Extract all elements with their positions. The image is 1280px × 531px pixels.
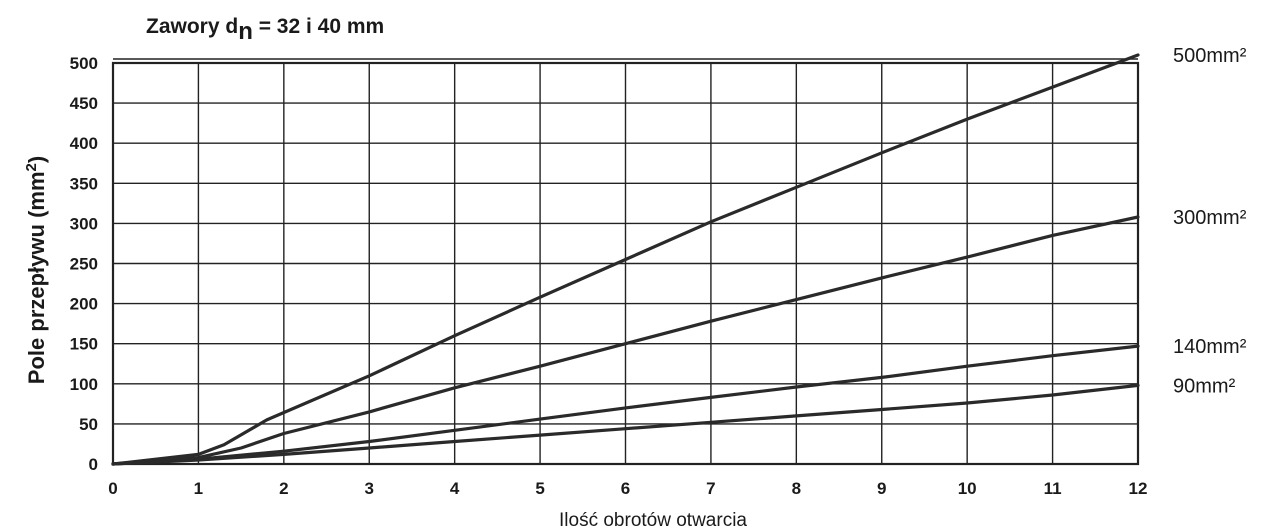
x-tick-label: 9 [877, 479, 886, 498]
series-line [111, 215, 1140, 466]
series-label: 90mm² [1173, 375, 1236, 397]
x-tick-label: 10 [958, 479, 977, 498]
y-tick-label: 350 [70, 174, 98, 193]
y-tick-label: 100 [70, 375, 98, 394]
y-tick-label: 0 [89, 455, 98, 474]
x-tick-label: 8 [792, 479, 801, 498]
y-axis-label: Pole przepływu (mm2) [23, 156, 49, 384]
x-tick-label: 2 [279, 479, 288, 498]
series-label: 140mm² [1173, 336, 1247, 358]
y-tick-label: 200 [70, 295, 98, 314]
series-line [111, 53, 1140, 466]
y-tick-label: 150 [70, 335, 98, 354]
y-tick-label: 450 [70, 94, 98, 113]
series-line [111, 383, 1140, 466]
series-label: 500mm² [1173, 45, 1247, 67]
series-line [111, 344, 1140, 466]
x-tick-label: 3 [365, 479, 374, 498]
x-tick-label: 1 [194, 479, 203, 498]
y-tick-label: 50 [79, 415, 98, 434]
y-tick-label: 500 [70, 54, 98, 73]
x-tick-label: 11 [1044, 479, 1062, 498]
tick-labels: 0 1 2 3 4 5 6 7 8 9 10 11 12050100150200250300350400… [70, 54, 1148, 498]
series-label: 300mm² [1173, 207, 1247, 229]
x-tick-label: 0 [108, 479, 117, 498]
x-tick-label: 6 [621, 479, 630, 498]
chart-title: Zawory dn = 32 i 40 mm [146, 15, 384, 45]
x-tick-label: 7 [706, 479, 715, 498]
y-tick-label: 300 [70, 214, 98, 233]
x-tick-label: 4 [450, 479, 460, 498]
grid-layer [111, 58, 1140, 466]
series-labels: 500mm² 300mm² 140mm² 90mm² [1173, 45, 1247, 397]
y-tick-label: 250 [70, 255, 98, 274]
y-tick-label: 400 [70, 134, 98, 153]
series-layer [111, 53, 1140, 466]
x-tick-label: 5 [535, 479, 544, 498]
plot-frame [111, 61, 1140, 466]
x-tick-label: 12 [1129, 479, 1148, 498]
x-axis-label: Ilość obrotów otwarcia [559, 510, 747, 531]
